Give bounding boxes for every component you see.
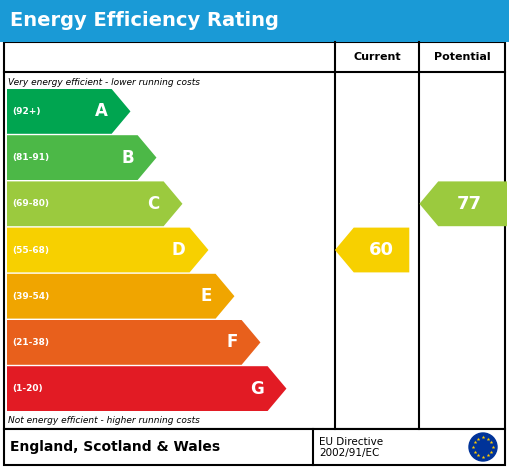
Bar <box>4 429 505 465</box>
Polygon shape <box>7 135 156 180</box>
Text: A: A <box>95 102 108 120</box>
Text: 60: 60 <box>369 241 394 259</box>
Bar <box>0 0 509 42</box>
Polygon shape <box>7 274 235 318</box>
Text: (69-80): (69-80) <box>12 199 49 208</box>
Polygon shape <box>7 181 182 226</box>
Text: D: D <box>172 241 186 259</box>
Text: (1-20): (1-20) <box>12 384 43 393</box>
Text: Very energy efficient - lower running costs: Very energy efficient - lower running co… <box>8 78 200 87</box>
Text: B: B <box>121 149 134 167</box>
Text: (21-38): (21-38) <box>12 338 49 347</box>
Bar <box>4 42 505 429</box>
Polygon shape <box>335 227 409 272</box>
Text: Potential: Potential <box>434 52 491 62</box>
Text: (92+): (92+) <box>12 107 41 116</box>
Text: EU Directive: EU Directive <box>319 437 383 447</box>
Text: C: C <box>148 195 160 213</box>
Text: 77: 77 <box>457 195 482 213</box>
Text: Energy Efficiency Rating: Energy Efficiency Rating <box>10 12 279 30</box>
Text: F: F <box>226 333 238 351</box>
Polygon shape <box>7 89 130 134</box>
Text: 2002/91/EC: 2002/91/EC <box>319 448 379 458</box>
Polygon shape <box>7 366 287 411</box>
Text: England, Scotland & Wales: England, Scotland & Wales <box>10 440 220 454</box>
Text: G: G <box>250 380 264 397</box>
Polygon shape <box>419 181 507 226</box>
Text: Current: Current <box>353 52 401 62</box>
Text: E: E <box>200 287 212 305</box>
Polygon shape <box>7 320 261 365</box>
Circle shape <box>469 433 497 461</box>
Text: Not energy efficient - higher running costs: Not energy efficient - higher running co… <box>8 416 200 425</box>
Text: (55-68): (55-68) <box>12 246 49 255</box>
Polygon shape <box>7 227 209 272</box>
Text: (81-91): (81-91) <box>12 153 49 162</box>
Text: (39-54): (39-54) <box>12 292 49 301</box>
